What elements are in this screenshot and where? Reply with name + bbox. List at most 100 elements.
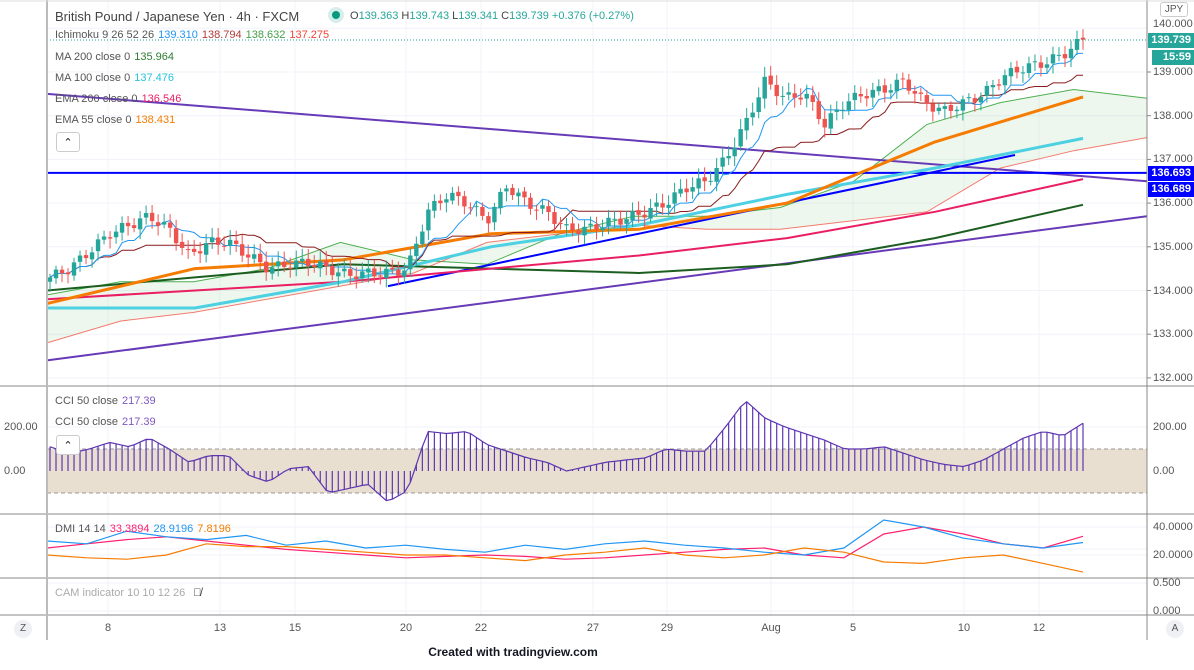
candle-body bbox=[396, 269, 401, 276]
cci-tick-left: 0.00 bbox=[4, 465, 26, 477]
legend-ichimoku[interactable]: Ichimoku 9 26 52 26 139.310 138.794 138.632… bbox=[55, 29, 330, 41]
candle bbox=[324, 251, 329, 276]
candle-body bbox=[942, 106, 948, 109]
candle-body bbox=[53, 269, 59, 279]
candle bbox=[143, 205, 149, 225]
candle-body bbox=[888, 90, 894, 93]
candle-body bbox=[588, 223, 593, 226]
candle-body bbox=[492, 206, 497, 223]
candle bbox=[654, 193, 659, 217]
candle bbox=[354, 267, 359, 289]
legend-cci-2[interactable]: CCI 50 close 217.39 bbox=[55, 416, 156, 428]
candle bbox=[492, 202, 497, 231]
dmi-tick: 20.0000 bbox=[1153, 549, 1193, 561]
candle-body bbox=[840, 109, 845, 111]
candle-body bbox=[1026, 63, 1032, 74]
candle-body bbox=[1062, 54, 1068, 59]
candle bbox=[233, 230, 239, 253]
candle-body bbox=[564, 224, 569, 226]
price-tick: 135.000 bbox=[1153, 240, 1193, 253]
legend-ma200[interactable]: MA 200 close 0 135.964 bbox=[55, 51, 174, 63]
candle bbox=[996, 78, 1002, 91]
candle-body bbox=[648, 207, 653, 219]
candle bbox=[648, 198, 653, 223]
candle bbox=[876, 79, 882, 96]
ma100-line bbox=[47, 136, 1084, 310]
candle bbox=[684, 178, 689, 202]
candle-body bbox=[864, 96, 869, 99]
candle-body bbox=[209, 237, 215, 243]
ma200-line bbox=[46, 203, 1084, 292]
eye-off-icon[interactable]: 👁̸ bbox=[193, 587, 202, 599]
candle-body bbox=[558, 222, 563, 225]
candle bbox=[101, 230, 107, 245]
collapse-legend-button[interactable]: ⌃ bbox=[56, 132, 80, 152]
candle-body bbox=[131, 225, 137, 229]
candle-body bbox=[774, 84, 779, 97]
candle-body bbox=[690, 187, 695, 192]
candle-body bbox=[71, 262, 77, 276]
candle-body bbox=[870, 89, 875, 98]
candle-body bbox=[816, 101, 821, 120]
candle-body bbox=[420, 231, 425, 245]
candle-body bbox=[498, 191, 503, 209]
timezone-z-button[interactable]: Z bbox=[14, 620, 32, 638]
candle bbox=[444, 193, 449, 213]
candle bbox=[780, 86, 785, 106]
candle-body bbox=[924, 95, 930, 104]
price-tick: 137.000 bbox=[1153, 153, 1193, 166]
legend-dmi[interactable]: DMI 14 14 33.3894 28.9196 7.8196 bbox=[55, 523, 231, 535]
legend-cci-1[interactable]: CCI 50 close 217.39 bbox=[55, 395, 156, 407]
candle bbox=[77, 250, 83, 272]
candle bbox=[221, 236, 227, 252]
legend-ema55[interactable]: EMA 55 close 0 138.431 bbox=[55, 114, 176, 126]
candle bbox=[912, 85, 918, 104]
candle bbox=[528, 192, 533, 215]
candle bbox=[1056, 47, 1062, 62]
candle-body bbox=[354, 276, 359, 280]
candle-body bbox=[624, 219, 629, 224]
candle bbox=[1038, 55, 1044, 77]
candle bbox=[942, 102, 948, 119]
candle-body bbox=[258, 253, 263, 263]
candle bbox=[209, 228, 215, 249]
candle bbox=[516, 188, 521, 206]
hline-price-label: 136.693 bbox=[1148, 166, 1194, 181]
collapse-cci-legend-button[interactable]: ⌃ bbox=[56, 435, 80, 455]
candle-body bbox=[612, 218, 617, 220]
symbol-title[interactable]: British Pound / Japanese Yen · 4h · FXCM bbox=[55, 9, 300, 24]
candle-body bbox=[810, 95, 815, 102]
candle bbox=[840, 101, 845, 120]
candle bbox=[245, 244, 251, 268]
candle-body bbox=[834, 109, 839, 112]
candle-body bbox=[456, 191, 461, 197]
time-tick: 29 bbox=[660, 622, 674, 634]
candle-body bbox=[882, 85, 888, 93]
candle-body bbox=[149, 212, 155, 222]
currency-button[interactable]: JPY bbox=[1160, 2, 1188, 17]
auto-scale-button[interactable]: A bbox=[1166, 620, 1184, 638]
candle-body bbox=[107, 237, 113, 239]
candle bbox=[816, 92, 821, 125]
price-tick: 132.000 bbox=[1153, 371, 1193, 384]
candle bbox=[708, 170, 713, 186]
candle bbox=[858, 86, 863, 103]
candle bbox=[480, 202, 485, 221]
candle-body bbox=[155, 222, 161, 226]
legend-ma100[interactable]: MA 100 close 0 137.476 bbox=[55, 72, 174, 84]
candle-body bbox=[636, 210, 641, 215]
candle-body bbox=[450, 192, 455, 201]
candle bbox=[300, 248, 305, 267]
candle bbox=[714, 157, 719, 192]
candle bbox=[978, 92, 984, 111]
candle-body bbox=[59, 269, 65, 274]
candle-body bbox=[762, 76, 767, 99]
candle bbox=[113, 225, 119, 244]
legend-cam[interactable]: CAM indicator 10 10 12 26 👁̸ bbox=[55, 587, 202, 599]
candle-body bbox=[360, 271, 365, 279]
candle bbox=[342, 259, 347, 278]
trendline-ascending bbox=[46, 215, 1148, 362]
candle-body bbox=[858, 94, 863, 97]
legend-ema200[interactable]: EMA 200 close 0 136.546 bbox=[55, 93, 182, 105]
